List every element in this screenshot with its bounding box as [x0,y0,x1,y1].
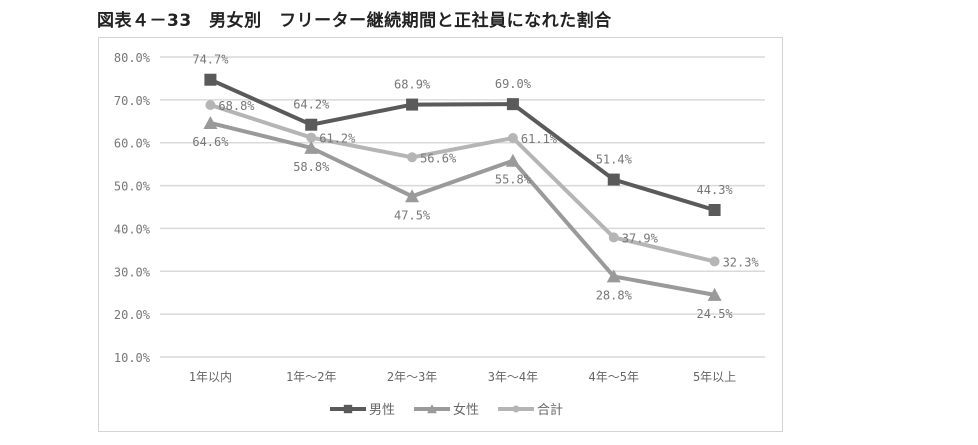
data-label: 28.8% [596,288,633,302]
data-point-triangle [707,287,722,301]
y-tick-label: 70.0% [114,94,151,108]
data-label: 37.9% [622,231,659,245]
series-line-circle [209,103,716,264]
data-point-triangle [505,153,520,167]
chart-frame [98,37,783,432]
data-label: 61.2% [319,132,356,146]
data-label: 68.9% [394,78,431,92]
y-tick-label: 10.0% [114,351,151,365]
y-tick-label: 20.0% [114,308,151,322]
data-label: 24.5% [697,307,734,321]
data-point-circle [306,132,317,143]
data-point-triangle [203,116,218,129]
data-point-circle [507,133,518,143]
data-point-square [708,204,721,216]
y-tick-label: 60.0% [114,137,151,151]
data-point-square [305,118,318,131]
data-point-square [607,173,620,186]
data-point-triangle [304,140,319,154]
data-label: 68.8% [218,99,255,113]
data-point-circle [608,232,619,243]
data-label: 51.4% [596,153,633,167]
legend-marker-triangle [427,404,437,414]
legend-marker-square [343,404,353,414]
x-tick-label: 1年～2年 [286,370,336,384]
data-label: 47.5% [394,208,431,222]
data-point-triangle [405,189,420,203]
data-label: 69.0% [495,77,532,91]
legend-label: 合計 [537,402,563,418]
legend-label: 男性 [369,403,395,418]
data-point-square [506,98,519,111]
data-label: 64.6% [192,135,229,149]
legend-marker-circle [512,405,520,413]
data-point-triangle [606,269,621,283]
data-label: 56.6% [420,151,457,165]
series-line-triangle [209,121,715,297]
series-line-square [209,77,716,212]
data-point-circle [709,256,720,267]
x-tick-label: 4年～5年 [589,370,639,384]
data-label: 61.1% [521,132,558,146]
x-tick-label: 5年以上 [693,370,736,384]
data-point-circle [407,152,418,163]
data-point-circle [205,100,216,110]
x-tick-label: 2年～3年 [387,370,437,384]
y-tick-label: 80.0% [114,51,151,65]
data-point-square [406,98,419,111]
y-tick-label: 30.0% [114,265,151,279]
data-label: 32.3% [723,255,760,269]
y-tick-label: 50.0% [114,180,151,194]
data-label: 55.8% [495,173,532,187]
data-label: 64.2% [293,98,330,112]
chart-title: 図表４－33 男女別 フリーター継続期間と正社員になれた割合 [97,11,612,31]
data-label: 58.8% [293,160,330,174]
data-point-square [204,73,217,86]
legend-label: 女性 [453,402,479,418]
data-label: 44.3% [697,183,734,197]
x-tick-label: 1年以内 [189,370,232,384]
y-tick-label: 40.0% [114,222,151,236]
x-tick-label: 3年～4年 [488,370,538,384]
data-label: 74.7% [192,53,229,67]
